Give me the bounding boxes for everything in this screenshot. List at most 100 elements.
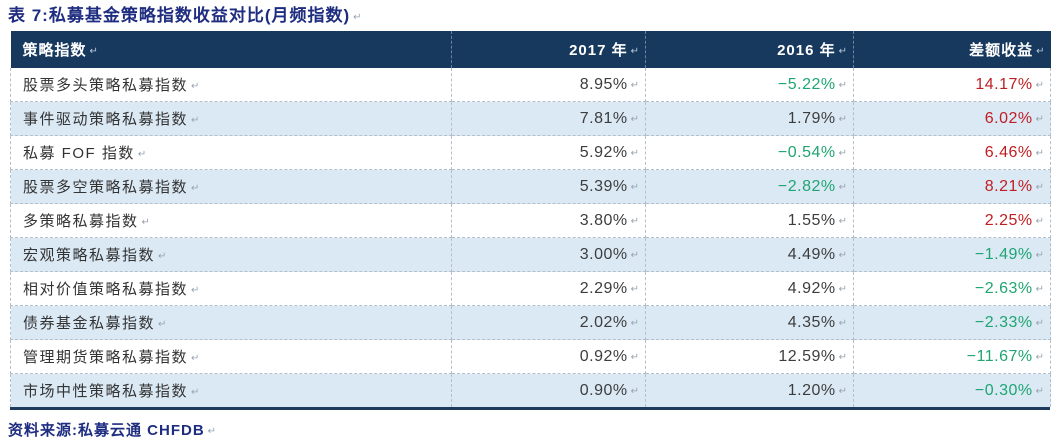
strategy-name-cell: 股票多头策略私募指数 ↵: [10, 68, 452, 102]
value-diff-cell: 6.02% ↵: [853, 101, 1051, 136]
value-text: 1.55%: [787, 211, 836, 229]
value-diff-cell: 2.25% ↵: [853, 203, 1051, 238]
paragraph-mark-icon: ↵: [1035, 351, 1044, 363]
paragraph-mark-icon: ↵: [1035, 385, 1044, 397]
strategy-name: 宏观策略私募指数: [23, 247, 156, 264]
value-2016-cell: 4.35% ↵: [645, 305, 854, 340]
strategy-name-cell: 管理期货策略私募指数 ↵: [10, 339, 452, 374]
strategy-name: 事件驱动策略私募指数: [23, 111, 189, 128]
paragraph-mark-icon: ↵: [191, 81, 200, 92]
value-2017-cell: 3.00% ↵: [451, 237, 646, 272]
value-text: −5.22%: [777, 75, 836, 93]
strategy-name-cell: 事件驱动策略私募指数 ↵: [10, 101, 452, 136]
value-2017-cell: 5.39% ↵: [451, 169, 646, 204]
paragraph-mark-icon: ↵: [630, 215, 639, 227]
value-diff-cell: −1.49% ↵: [853, 237, 1051, 272]
paragraph-mark-icon: ↵: [141, 217, 150, 228]
paragraph-mark-icon: ↵: [1035, 113, 1044, 125]
paragraph-mark-icon: ↵: [353, 12, 362, 23]
value-2016-cell: −0.54% ↵: [645, 135, 854, 170]
header-diff-return-label: 差额收益: [969, 42, 1034, 59]
value-text: −2.63%: [974, 279, 1033, 297]
table-row: 多策略私募指数 ↵ 3.80% ↵ 1.55% ↵ 2.25% ↵: [10, 203, 1051, 238]
strategy-name: 股票多空策略私募指数: [23, 179, 189, 196]
table-row: 宏观策略私募指数 ↵ 3.00% ↵ 4.49% ↵ −1.49% ↵: [10, 237, 1051, 272]
paragraph-mark-icon: ↵: [630, 351, 639, 363]
paragraph-mark-icon: ↵: [838, 215, 847, 227]
value-text: 12.59%: [778, 347, 836, 365]
value-2016-cell: 1.20% ↵: [645, 373, 854, 407]
value-text: 2.02%: [579, 313, 628, 331]
value-diff-cell: −11.67% ↵: [853, 339, 1051, 374]
value-2016-cell: 1.55% ↵: [645, 203, 854, 238]
value-diff-cell: 14.17% ↵: [853, 68, 1051, 102]
paragraph-mark-icon: ↵: [630, 113, 639, 125]
paragraph-mark-icon: ↵: [630, 147, 639, 159]
paragraph-mark-icon: ↵: [158, 319, 167, 330]
paragraph-mark-icon: ↵: [191, 353, 200, 364]
value-text: 2.29%: [579, 279, 628, 297]
paragraph-mark-icon: ↵: [838, 113, 847, 125]
paragraph-mark-icon: ↵: [838, 317, 847, 329]
paragraph-mark-icon: ↵: [838, 181, 847, 193]
value-text: −0.54%: [777, 143, 836, 161]
strategy-name: 市场中性策略私募指数: [23, 383, 189, 400]
value-2016-cell: 4.49% ↵: [645, 237, 854, 272]
value-2017-cell: 0.90% ↵: [451, 373, 646, 407]
paragraph-mark-icon: ↵: [1035, 147, 1044, 159]
table-caption: 表 7:私募基金策略指数收益对比(月频指数) ↵: [8, 4, 1060, 28]
paragraph-mark-icon: ↵: [207, 426, 217, 437]
value-2016-cell: 4.92% ↵: [645, 271, 854, 306]
table-body: 股票多头策略私募指数 ↵ 8.95% ↵ −5.22% ↵ 14.17% ↵ 事件驱动策略私募指…: [10, 68, 1051, 407]
strategy-name: 私募 FOF 指数: [23, 145, 135, 162]
value-diff-cell: −2.63% ↵: [853, 271, 1051, 306]
paragraph-mark-icon: ↵: [191, 285, 200, 296]
value-text: 3.80%: [579, 211, 628, 229]
value-text: −0.30%: [974, 381, 1033, 399]
table-row: 股票多空策略私募指数 ↵ 5.39% ↵ −2.82% ↵ 8.21% ↵: [10, 169, 1051, 204]
strategy-name: 相对价值策略私募指数: [23, 281, 189, 298]
paragraph-mark-icon: ↵: [158, 251, 167, 262]
returns-table-wrapper: 策略指数 ↵ 2017 年 ↵ 2016 年 ↵ 差额收益 ↵ 股票多头策略私募指数 ↵ 8…: [10, 31, 1051, 410]
returns-comparison-table: 策略指数 ↵ 2017 年 ↵ 2016 年 ↵ 差额收益 ↵ 股票多头策略私募指数 ↵ 8…: [10, 31, 1051, 407]
value-text: −2.33%: [974, 313, 1033, 331]
value-text: 14.17%: [975, 75, 1033, 93]
paragraph-mark-icon: ↵: [191, 387, 200, 398]
table-row: 私募 FOF 指数 ↵ 5.92% ↵ −0.54% ↵ 6.46% ↵: [10, 135, 1051, 170]
header-2017: 2017 年 ↵: [451, 31, 646, 68]
header-strategy-index: 策略指数 ↵: [10, 31, 452, 68]
paragraph-mark-icon: ↵: [1035, 317, 1044, 329]
paragraph-mark-icon: ↵: [1036, 46, 1045, 57]
value-2017-cell: 5.92% ↵: [451, 135, 646, 170]
paragraph-mark-icon: ↵: [838, 351, 847, 363]
strategy-name: 多策略私募指数: [23, 213, 139, 230]
header-2016: 2016 年 ↵: [645, 31, 854, 68]
paragraph-mark-icon: ↵: [838, 46, 847, 57]
value-text: 5.92%: [579, 143, 628, 161]
paragraph-mark-icon: ↵: [838, 79, 847, 91]
strategy-name-cell: 多策略私募指数 ↵: [10, 203, 452, 238]
value-2017-cell: 2.29% ↵: [451, 271, 646, 306]
paragraph-mark-icon: ↵: [191, 183, 200, 194]
value-text: 4.35%: [787, 313, 836, 331]
table-row: 股票多头策略私募指数 ↵ 8.95% ↵ −5.22% ↵ 14.17% ↵: [10, 68, 1051, 102]
header-2016-label: 2016 年: [777, 42, 836, 59]
value-2017-cell: 2.02% ↵: [451, 305, 646, 340]
strategy-name-cell: 相对价值策略私募指数 ↵: [10, 271, 452, 306]
paragraph-mark-icon: ↵: [1035, 283, 1044, 295]
paragraph-mark-icon: ↵: [838, 147, 847, 159]
value-text: 4.49%: [787, 245, 836, 263]
value-text: 7.81%: [579, 109, 628, 127]
value-diff-cell: −2.33% ↵: [853, 305, 1051, 340]
header-strategy-index-label: 策略指数: [22, 42, 87, 59]
paragraph-mark-icon: ↵: [838, 385, 847, 397]
value-text: 6.46%: [984, 143, 1033, 161]
table-row: 管理期货策略私募指数 ↵ 0.92% ↵ 12.59% ↵ −11.67% ↵: [10, 339, 1051, 374]
value-2017-cell: 0.92% ↵: [451, 339, 646, 374]
data-source-note: 资料来源:私募云通 CHFDB ↵: [8, 419, 1060, 440]
data-source-text: 资料来源:私募云通 CHFDB: [8, 422, 205, 439]
strategy-name: 管理期货策略私募指数: [23, 349, 189, 366]
paragraph-mark-icon: ↵: [838, 249, 847, 261]
value-2016-cell: 1.79% ↵: [645, 101, 854, 136]
